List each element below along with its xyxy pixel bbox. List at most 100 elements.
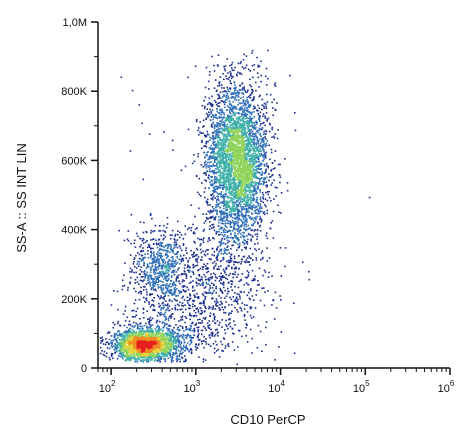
event-dot [147,353,150,355]
event-dot [233,161,235,164]
event-dot [209,204,211,206]
event-dot [223,215,225,217]
event-dot [157,262,160,264]
event-dot [258,150,260,153]
event-dot [248,130,250,132]
event-dot [214,185,216,188]
event-dot [161,268,164,270]
event-dot [229,109,231,111]
event-dot [229,171,231,173]
event-dot [136,332,139,334]
event-dot [154,261,156,264]
event-dot [143,279,145,281]
event-dot [255,81,257,84]
event-dot [108,338,111,341]
event-dot [266,77,269,80]
event-dot [225,145,227,148]
event-dot [150,266,153,269]
event-dot [219,178,222,181]
event-dot [150,338,152,341]
event-dot [137,235,139,238]
event-dot [173,352,175,355]
event-dot [166,337,169,340]
event-dot [161,332,163,334]
event-dot [216,129,218,131]
event-dot [230,233,232,236]
event-dot [237,93,240,95]
event-dot [242,92,245,95]
event-dot [122,285,124,287]
event-dot [195,120,198,123]
event-dot [114,334,117,337]
event-dot [233,134,236,136]
event-dot [150,254,153,256]
event-dot [172,251,174,254]
event-dot [160,297,162,299]
event-dot [143,337,145,340]
event-dot [156,258,159,260]
event-dot [169,268,172,270]
event-dot [153,243,155,245]
event-dot [156,336,159,339]
event-dot [236,238,239,240]
event-dot [160,357,163,359]
event-dot [124,344,126,346]
event-dot [256,196,258,199]
event-dot [159,334,161,337]
event-dot [135,345,137,347]
event-dot [135,359,138,362]
event-dot [206,198,209,201]
event-dot [157,344,160,346]
event-dot [253,278,255,280]
event-dot [255,217,257,220]
event-dot [143,271,145,273]
event-dot [222,142,225,144]
event-dot [239,142,242,144]
event-dot [233,176,235,178]
event-dot [246,175,249,177]
event-dot [229,177,231,180]
event-dot [244,89,246,92]
event-dot [156,343,159,346]
event-dot [157,259,159,261]
event-dot [149,276,152,279]
event-dot [252,224,254,227]
event-dot [244,130,246,132]
event-dot [131,336,134,338]
event-dot [104,343,107,346]
event-dot [257,142,259,145]
event-dot [216,192,219,194]
event-dot [229,193,232,196]
event-dot [176,354,179,357]
event-dot [210,125,213,127]
event-dot [247,106,249,109]
event-dot [183,254,185,257]
event-dot [223,78,225,81]
event-dot [265,168,267,171]
event-dot [172,263,175,265]
event-dot [225,75,227,77]
event-dot [124,351,127,353]
event-dot [186,347,188,349]
event-dot [235,120,237,123]
event-dot [123,336,126,339]
event-dot [147,264,149,267]
event-dot [147,253,149,255]
event-dot [121,334,124,336]
event-dot [157,335,159,338]
event-dot [154,347,157,349]
event-dot [110,354,113,356]
event-dot [221,200,224,203]
event-dot [208,97,211,100]
event-dot [248,139,251,142]
event-dot [263,141,265,144]
event-dot [153,349,156,351]
event-dot [125,333,128,336]
event-dot [255,154,257,157]
event-dot [207,140,209,143]
event-dot [130,335,132,338]
event-dot [238,189,240,191]
event-dot [139,279,142,282]
event-dot [152,350,154,353]
event-dot [222,136,225,138]
